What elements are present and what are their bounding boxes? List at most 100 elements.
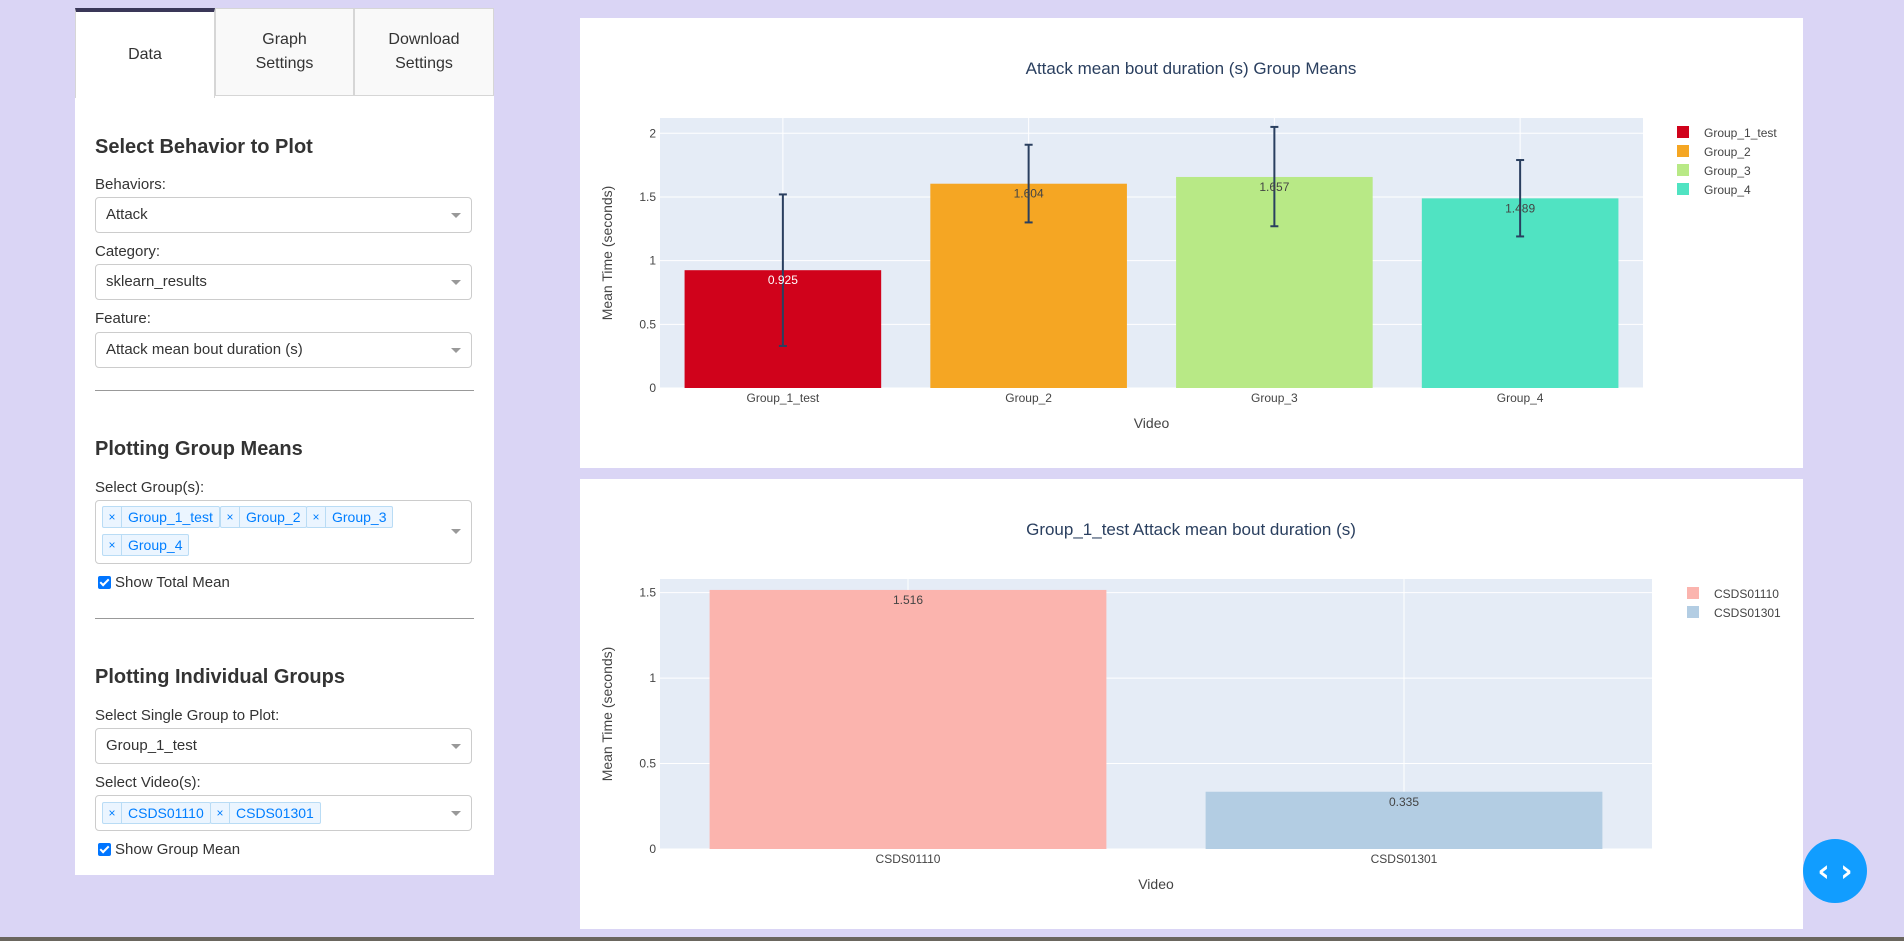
x-tick-label: Group_3	[1251, 391, 1298, 405]
show-group-mean-label: Show Group Mean	[115, 841, 241, 858]
feature-value: Attack mean bout duration (s)	[106, 341, 303, 358]
y-tick-label: 0.5	[639, 757, 656, 771]
group-means-chart: 0 0.5 1 1.5 2 0.925 1.604 1.657 1.489 Group_1_tes…	[599, 59, 1777, 431]
tab-data[interactable]: Data	[75, 8, 215, 98]
tab-download-settings[interactable]: Download Settings	[354, 8, 494, 96]
data-label: 0.335	[1389, 795, 1419, 809]
single-group-label: Select Single Group to Plot:	[95, 707, 280, 724]
chevron-down-icon	[451, 744, 461, 749]
legend-swatch	[1677, 164, 1689, 176]
x-tick-label: CSDS01110	[876, 852, 941, 866]
individual-group-chart-panel: 0 0.5 1 1.5 1.516 0.335 CSDS01110 CSDS01301 Vide…	[580, 479, 1803, 929]
section-divider	[95, 618, 474, 619]
remove-icon[interactable]: ×	[103, 507, 122, 527]
legend-entry: Group_4	[1704, 183, 1751, 197]
legend-swatch	[1687, 587, 1699, 599]
groups-multiselect[interactable]: × Group_1_test × Group_2 × Group_3 × Group_4	[95, 500, 472, 564]
y-tick-label: 1.5	[639, 586, 656, 600]
videos-multiselect[interactable]: × CSDS01110 × CSDS01301	[95, 795, 472, 831]
group-chip[interactable]: × Group_4	[102, 534, 190, 556]
group-chip[interactable]: × Group_1_test	[102, 506, 220, 528]
legend-swatch	[1677, 126, 1689, 138]
bar	[1205, 791, 1603, 849]
individual-group-chart: 0 0.5 1 1.5 1.516 0.335 CSDS01110 CSDS01301 Vide…	[599, 520, 1781, 892]
remove-icon[interactable]: ×	[103, 803, 122, 823]
category-dropdown[interactable]: sklearn_results	[95, 264, 472, 300]
feature-dropdown[interactable]: Attack mean bout duration (s)	[95, 332, 472, 368]
legend-swatch	[1677, 145, 1689, 157]
chevron-down-icon	[451, 348, 461, 353]
select-groups-label: Select Group(s):	[95, 479, 205, 496]
control-sidebar: Data Graph Settings Download Settings Se…	[75, 8, 494, 875]
legend-entry: CSDS01110	[1714, 587, 1779, 601]
data-label: 1.516	[893, 593, 923, 607]
tab-graph-settings[interactable]: Graph Settings	[215, 8, 354, 96]
tab-data-label: Data	[128, 46, 162, 63]
category-value: sklearn_results	[106, 273, 207, 290]
y-axis-title: Mean Time (seconds)	[599, 647, 615, 782]
bar	[709, 589, 1107, 849]
legend-swatch	[1687, 606, 1699, 618]
checkbox-checked-icon[interactable]	[98, 843, 111, 856]
x-axis-title: Video	[1134, 415, 1170, 431]
y-tick-label: 1	[649, 254, 656, 268]
x-tick-label: Group_4	[1497, 391, 1544, 405]
y-tick-label: 0.5	[639, 317, 656, 331]
tab-download-settings-label-2: Settings	[395, 55, 453, 72]
feature-label: Feature:	[95, 310, 151, 327]
group-means-chart-panel: 0 0.5 1 1.5 2 0.925 1.604 1.657 1.489 Group_1_tes…	[580, 18, 1803, 468]
checkbox-checked-icon[interactable]	[98, 576, 111, 589]
group-means-section-title: Plotting Group Means	[95, 438, 303, 460]
category-label: Category:	[95, 243, 161, 260]
chevron-down-icon	[451, 280, 461, 285]
legend-entry: CSDS01301	[1714, 606, 1781, 620]
single-group-dropdown[interactable]: Group_1_test	[95, 728, 472, 764]
data-label: 1.489	[1505, 201, 1535, 215]
x-axis-title: Video	[1138, 876, 1174, 892]
remove-icon[interactable]: ×	[221, 507, 240, 527]
tab-graph-settings-label-1: Graph	[262, 31, 307, 48]
window-bottom-edge	[0, 937, 1904, 941]
y-tick-label: 0	[649, 842, 656, 856]
remove-icon[interactable]: ×	[103, 535, 122, 555]
show-total-mean-checkbox[interactable]: Show Total Mean	[98, 574, 230, 591]
legend-swatch	[1677, 183, 1689, 195]
legend-entry: Group_3	[1704, 164, 1751, 178]
x-tick-label: CSDS01301	[1371, 852, 1438, 866]
y-tick-label: 1	[649, 671, 656, 685]
chart-title: Group_1_test Attack mean bout duration (…	[1026, 520, 1356, 539]
legend-entry: Group_1_test	[1704, 126, 1777, 140]
legend-entry: Group_2	[1704, 145, 1751, 159]
video-chip[interactable]: × CSDS01301	[210, 802, 321, 824]
data-label: 1.657	[1259, 180, 1289, 194]
data-label: 0.925	[768, 273, 798, 287]
single-group-value: Group_1_test	[106, 737, 197, 754]
behavior-section-title: Select Behavior to Plot	[95, 136, 313, 158]
chevron-down-icon	[451, 811, 461, 816]
y-tick-label: 0	[649, 381, 656, 395]
show-total-mean-label: Show Total Mean	[115, 574, 230, 591]
show-group-mean-checkbox[interactable]: Show Group Mean	[98, 841, 240, 858]
group-chip[interactable]: × Group_3	[306, 506, 394, 528]
chevron-down-icon	[451, 529, 461, 534]
x-tick-label: Group_1_test	[747, 391, 820, 405]
group-chip[interactable]: × Group_2	[220, 506, 308, 528]
remove-icon[interactable]: ×	[307, 507, 326, 527]
behaviors-value: Attack	[106, 206, 148, 223]
video-chip[interactable]: × CSDS01110	[102, 802, 211, 824]
tab-bar: Data Graph Settings Download Settings	[75, 8, 494, 98]
select-videos-label: Select Video(s):	[95, 774, 201, 791]
chevron-down-icon	[451, 213, 461, 218]
tab-graph-settings-label-2: Settings	[255, 55, 314, 72]
remove-icon[interactable]: ×	[211, 803, 230, 823]
y-axis-title: Mean Time (seconds)	[599, 186, 615, 321]
chart-title: Attack mean bout duration (s) Group Mean…	[1026, 59, 1357, 78]
individual-section-title: Plotting Individual Groups	[95, 666, 345, 688]
y-tick-label: 2	[649, 126, 656, 140]
behaviors-dropdown[interactable]: Attack	[95, 197, 472, 233]
code-brackets-icon[interactable]: ‹ ›	[1803, 839, 1867, 903]
x-tick-label: Group_2	[1005, 391, 1052, 405]
tab-download-settings-label-1: Download	[388, 31, 460, 48]
data-label: 1.604	[1014, 187, 1044, 201]
y-tick-label: 1.5	[639, 190, 656, 204]
